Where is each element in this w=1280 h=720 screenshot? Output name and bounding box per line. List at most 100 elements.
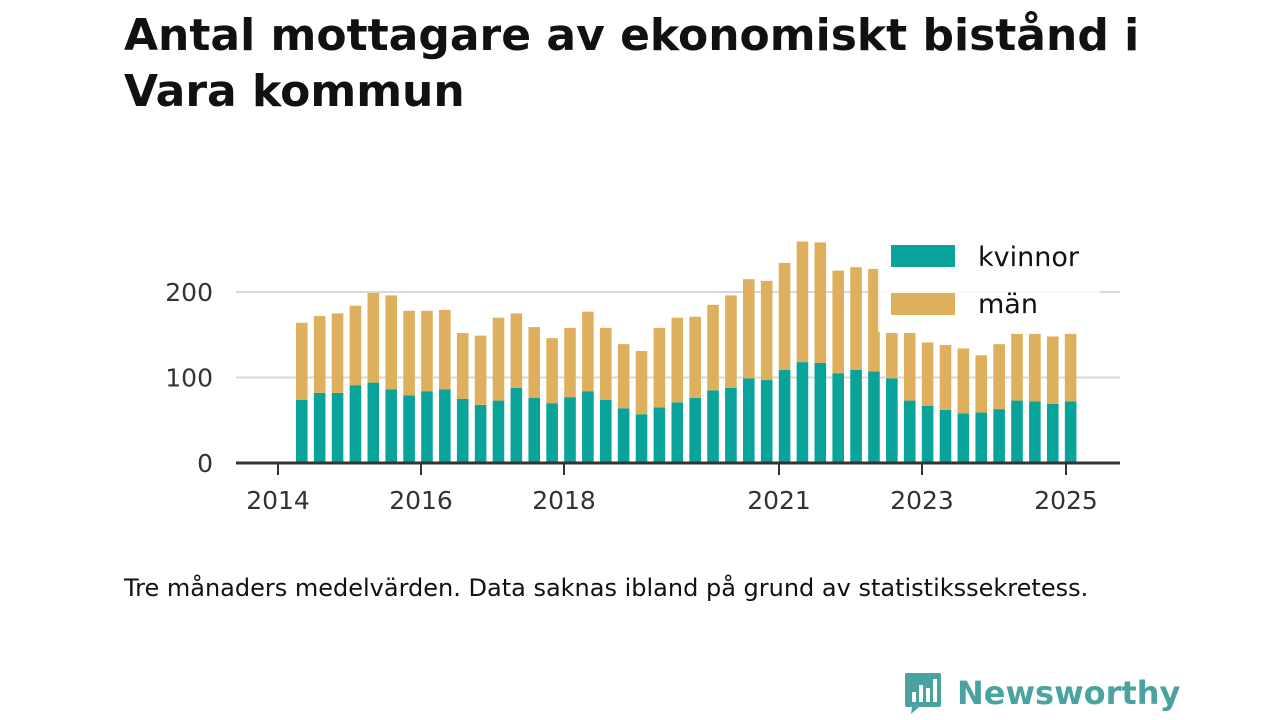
bar-kvinnor: [564, 397, 576, 463]
bar-kvinnor: [546, 403, 558, 463]
bar-man: [296, 322, 308, 400]
bar-man: [921, 342, 934, 406]
bar-kvinnor: [331, 392, 344, 463]
bar-kvinnor: [814, 362, 827, 463]
bar-man: [832, 270, 844, 374]
brand-name: Newsworthy: [957, 674, 1181, 712]
bar-kvinnor: [689, 398, 701, 463]
brand-logo[interactable]: Newsworthy: [903, 670, 1180, 716]
bar-kvinnor: [385, 389, 397, 463]
bar-kvinnor: [760, 380, 773, 463]
bar-kvinnor: [832, 373, 844, 463]
bar-kvinnor: [707, 390, 719, 463]
bar-man: [439, 309, 451, 390]
bar-kvinnor: [421, 391, 433, 463]
bar-man: [796, 241, 809, 363]
bar-man: [760, 280, 773, 381]
bar-man: [403, 310, 415, 396]
bar-man: [689, 316, 701, 399]
bar-kvinnor: [868, 371, 880, 463]
bar-man: [957, 348, 970, 414]
bar-kvinnor: [456, 398, 469, 463]
bar-man: [707, 304, 719, 391]
bar-man: [349, 305, 362, 386]
bar-man: [1046, 336, 1059, 405]
legend-swatch-man: [891, 293, 955, 315]
bar-kvinnor: [474, 404, 487, 463]
chart-title: Antal mottagare av ekonomiskt bistånd i …: [124, 10, 1140, 117]
bar-man: [850, 267, 862, 370]
bar-kvinnor: [850, 369, 862, 463]
bar-man: [546, 338, 558, 404]
bar-kvinnor: [903, 400, 916, 463]
bar-kvinnor: [582, 391, 594, 463]
bar-man: [1011, 333, 1023, 401]
bar-man: [1029, 333, 1041, 402]
bar-man: [617, 344, 630, 409]
bar-kvinnor: [635, 414, 648, 463]
bar-man: [1064, 333, 1077, 402]
bar-kvinnor: [653, 407, 666, 463]
x-tick-label: 2023: [890, 486, 954, 515]
bar-man: [331, 313, 344, 393]
bar-kvinnor: [1029, 401, 1041, 463]
bar-man: [886, 333, 898, 379]
bar-kvinnor: [957, 413, 970, 463]
bar-kvinnor: [439, 389, 451, 463]
bars: [296, 241, 1077, 463]
y-tick-label: 0: [197, 449, 213, 478]
bar-man: [474, 335, 487, 405]
bar-man: [743, 279, 755, 379]
bar-man: [975, 355, 988, 413]
bar-kvinnor: [921, 405, 934, 463]
bar-kvinnor: [492, 400, 505, 463]
bar-man: [385, 295, 397, 390]
bar-kvinnor: [778, 369, 791, 463]
bar-man: [492, 317, 505, 401]
bar-man: [939, 345, 952, 410]
bar-man: [725, 295, 737, 388]
bar-kvinnor: [725, 387, 737, 463]
bar-kvinnor: [1064, 401, 1077, 463]
bar-man: [635, 350, 648, 415]
bar-man: [653, 327, 666, 408]
legend-swatch-kvinnor: [891, 245, 955, 267]
bar-kvinnor: [367, 382, 380, 463]
bar-kvinnor: [939, 409, 952, 463]
x-tick-label: 2021: [747, 486, 811, 515]
x-axis-ticks: 2014 2016 2018 2021 2023 2025: [246, 463, 1098, 515]
bar-kvinnor: [886, 378, 898, 463]
bar-kvinnor: [975, 412, 988, 463]
legend-label-man: män: [978, 289, 1038, 320]
bar-man: [599, 327, 612, 400]
bar-man: [528, 327, 541, 399]
y-tick-label: 200: [165, 278, 213, 307]
bar-man: [456, 333, 469, 399]
bar-man: [868, 268, 880, 372]
bar-man: [564, 327, 576, 398]
bar-kvinnor: [743, 378, 755, 463]
bar-man: [367, 292, 380, 383]
bar-kvinnor: [617, 408, 630, 463]
bar-man: [903, 333, 916, 401]
bar-kvinnor: [296, 399, 308, 463]
legend: kvinnor män: [878, 232, 1100, 332]
y-axis-ticks: 0 100 200: [165, 278, 213, 478]
bar-kvinnor: [349, 385, 362, 463]
bar-man: [313, 315, 326, 393]
bar-chart-speech-bubble-icon: [905, 673, 941, 714]
x-tick-label: 2025: [1034, 486, 1098, 515]
bar-kvinnor: [671, 402, 684, 463]
x-tick-label: 2014: [246, 486, 310, 515]
bar-kvinnor: [599, 399, 612, 463]
bar-kvinnor: [510, 387, 523, 463]
bar-chart: 0 100 200 2014 2016 2018 2021 2023 2025 kvinnor…: [165, 232, 1120, 515]
bar-kvinnor: [403, 395, 415, 463]
bar-man: [778, 262, 791, 370]
x-tick-label: 2018: [532, 486, 596, 515]
bar-kvinnor: [1046, 404, 1059, 463]
bar-man: [510, 313, 523, 388]
footnote: Tre månaders medelvärden. Data saknas ib…: [124, 574, 1089, 602]
x-tick-label: 2016: [389, 486, 453, 515]
bar-man: [582, 311, 594, 392]
